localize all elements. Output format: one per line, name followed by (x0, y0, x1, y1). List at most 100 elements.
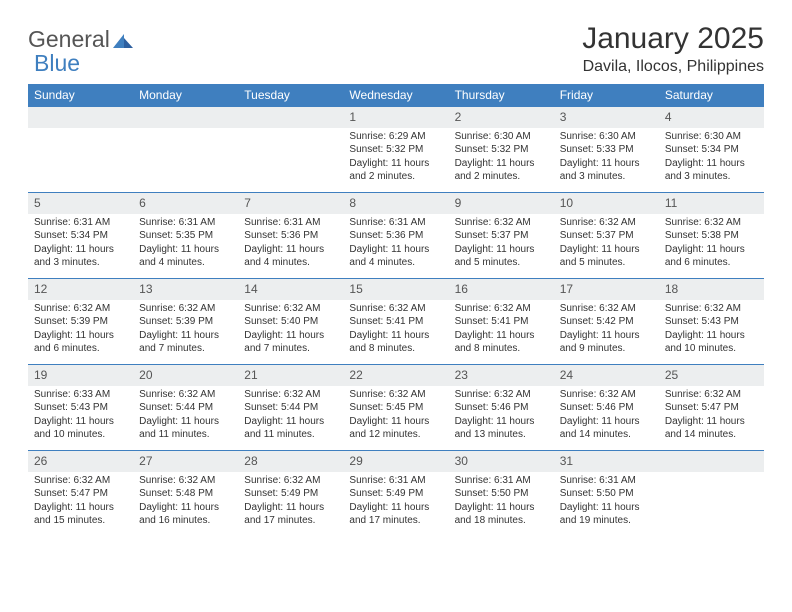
day-info: Sunrise: 6:31 AMSunset: 5:36 PMDaylight:… (238, 214, 343, 274)
sunset-text: Sunset: 5:32 PM (349, 143, 442, 157)
day-info: Sunrise: 6:32 AMSunset: 5:42 PMDaylight:… (554, 300, 659, 360)
sunrise-text: Sunrise: 6:32 AM (349, 302, 442, 316)
sunrise-text: Sunrise: 6:32 AM (455, 216, 548, 230)
logo-word1: General (28, 26, 110, 53)
sunset-text: Sunset: 5:32 PM (455, 143, 548, 157)
day-number: 4 (659, 107, 764, 128)
sunset-text: Sunset: 5:34 PM (34, 229, 127, 243)
sunset-text: Sunset: 5:49 PM (244, 487, 337, 501)
calendar-cell: 17Sunrise: 6:32 AMSunset: 5:42 PMDayligh… (554, 279, 659, 365)
calendar-cell: 22Sunrise: 6:32 AMSunset: 5:45 PMDayligh… (343, 365, 448, 451)
month-title: January 2025 (28, 22, 764, 56)
header: January 2025 Davila, Ilocos, Philippines (28, 22, 764, 76)
day-number: 9 (449, 193, 554, 214)
day-info: Sunrise: 6:32 AMSunset: 5:44 PMDaylight:… (133, 386, 238, 446)
sunset-text: Sunset: 5:49 PM (349, 487, 442, 501)
sunset-text: Sunset: 5:34 PM (665, 143, 758, 157)
day-info: Sunrise: 6:32 AMSunset: 5:46 PMDaylight:… (554, 386, 659, 446)
calendar-cell (238, 107, 343, 193)
day-info: Sunrise: 6:32 AMSunset: 5:37 PMDaylight:… (554, 214, 659, 274)
sunrise-text: Sunrise: 6:30 AM (665, 130, 758, 144)
sunrise-text: Sunrise: 6:30 AM (455, 130, 548, 144)
day-number: 10 (554, 193, 659, 214)
calendar-cell: 1Sunrise: 6:29 AMSunset: 5:32 PMDaylight… (343, 107, 448, 193)
calendar-cell: 29Sunrise: 6:31 AMSunset: 5:49 PMDayligh… (343, 451, 448, 537)
sunrise-text: Sunrise: 6:32 AM (139, 302, 232, 316)
calendar-week: 12Sunrise: 6:32 AMSunset: 5:39 PMDayligh… (28, 279, 764, 365)
day-number: 19 (28, 365, 133, 386)
daylight-text: Daylight: 11 hours and 8 minutes. (455, 329, 548, 356)
calendar-cell: 12Sunrise: 6:32 AMSunset: 5:39 PMDayligh… (28, 279, 133, 365)
daylight-text: Daylight: 11 hours and 14 minutes. (560, 415, 653, 442)
daylight-text: Daylight: 11 hours and 3 minutes. (34, 243, 127, 270)
day-number: 16 (449, 279, 554, 300)
sunrise-text: Sunrise: 6:32 AM (455, 302, 548, 316)
day-info: Sunrise: 6:32 AMSunset: 5:39 PMDaylight:… (133, 300, 238, 360)
logo: General (28, 26, 133, 53)
calendar-cell: 3Sunrise: 6:30 AMSunset: 5:33 PMDaylight… (554, 107, 659, 193)
sunrise-text: Sunrise: 6:31 AM (34, 216, 127, 230)
calendar-table: Sunday Monday Tuesday Wednesday Thursday… (28, 84, 764, 537)
day-number: 28 (238, 451, 343, 472)
day-number (28, 107, 133, 128)
day-number (238, 107, 343, 128)
day-info: Sunrise: 6:31 AMSunset: 5:34 PMDaylight:… (28, 214, 133, 274)
calendar-week: 1Sunrise: 6:29 AMSunset: 5:32 PMDaylight… (28, 107, 764, 193)
sunset-text: Sunset: 5:39 PM (139, 315, 232, 329)
day-info: Sunrise: 6:32 AMSunset: 5:38 PMDaylight:… (659, 214, 764, 274)
day-info: Sunrise: 6:32 AMSunset: 5:37 PMDaylight:… (449, 214, 554, 274)
day-info: Sunrise: 6:32 AMSunset: 5:47 PMDaylight:… (659, 386, 764, 446)
day-number: 29 (343, 451, 448, 472)
daylight-text: Daylight: 11 hours and 11 minutes. (244, 415, 337, 442)
daylight-text: Daylight: 11 hours and 12 minutes. (349, 415, 442, 442)
sunset-text: Sunset: 5:44 PM (244, 401, 337, 415)
daylight-text: Daylight: 11 hours and 9 minutes. (560, 329, 653, 356)
day-info: Sunrise: 6:31 AMSunset: 5:36 PMDaylight:… (343, 214, 448, 274)
calendar-cell: 31Sunrise: 6:31 AMSunset: 5:50 PMDayligh… (554, 451, 659, 537)
day-number: 1 (343, 107, 448, 128)
day-number: 22 (343, 365, 448, 386)
day-number: 23 (449, 365, 554, 386)
sunset-text: Sunset: 5:35 PM (139, 229, 232, 243)
sunset-text: Sunset: 5:45 PM (349, 401, 442, 415)
sunrise-text: Sunrise: 6:32 AM (139, 474, 232, 488)
dayname-mon: Monday (133, 84, 238, 107)
calendar-cell: 20Sunrise: 6:32 AMSunset: 5:44 PMDayligh… (133, 365, 238, 451)
day-number: 25 (659, 365, 764, 386)
calendar-cell: 23Sunrise: 6:32 AMSunset: 5:46 PMDayligh… (449, 365, 554, 451)
day-info: Sunrise: 6:29 AMSunset: 5:32 PMDaylight:… (343, 128, 448, 188)
sunset-text: Sunset: 5:39 PM (34, 315, 127, 329)
day-number (133, 107, 238, 128)
daylight-text: Daylight: 11 hours and 4 minutes. (139, 243, 232, 270)
sunrise-text: Sunrise: 6:32 AM (665, 302, 758, 316)
calendar-cell (133, 107, 238, 193)
calendar-cell: 19Sunrise: 6:33 AMSunset: 5:43 PMDayligh… (28, 365, 133, 451)
daylight-text: Daylight: 11 hours and 4 minutes. (349, 243, 442, 270)
calendar-cell: 8Sunrise: 6:31 AMSunset: 5:36 PMDaylight… (343, 193, 448, 279)
daylight-text: Daylight: 11 hours and 14 minutes. (665, 415, 758, 442)
day-number: 18 (659, 279, 764, 300)
day-info: Sunrise: 6:32 AMSunset: 5:47 PMDaylight:… (28, 472, 133, 532)
dayname-row: Sunday Monday Tuesday Wednesday Thursday… (28, 84, 764, 107)
sunrise-text: Sunrise: 6:31 AM (455, 474, 548, 488)
day-number: 15 (343, 279, 448, 300)
day-number: 13 (133, 279, 238, 300)
calendar-cell: 25Sunrise: 6:32 AMSunset: 5:47 PMDayligh… (659, 365, 764, 451)
daylight-text: Daylight: 11 hours and 8 minutes. (349, 329, 442, 356)
day-number: 8 (343, 193, 448, 214)
day-info: Sunrise: 6:32 AMSunset: 5:41 PMDaylight:… (449, 300, 554, 360)
sunrise-text: Sunrise: 6:32 AM (560, 302, 653, 316)
daylight-text: Daylight: 11 hours and 16 minutes. (139, 501, 232, 528)
day-number: 11 (659, 193, 764, 214)
daylight-text: Daylight: 11 hours and 19 minutes. (560, 501, 653, 528)
day-info: Sunrise: 6:32 AMSunset: 5:45 PMDaylight:… (343, 386, 448, 446)
daylight-text: Daylight: 11 hours and 7 minutes. (139, 329, 232, 356)
day-number (659, 451, 764, 472)
sunset-text: Sunset: 5:46 PM (560, 401, 653, 415)
sunrise-text: Sunrise: 6:32 AM (560, 388, 653, 402)
dayname-wed: Wednesday (343, 84, 448, 107)
day-number: 3 (554, 107, 659, 128)
sunset-text: Sunset: 5:50 PM (560, 487, 653, 501)
calendar-cell: 7Sunrise: 6:31 AMSunset: 5:36 PMDaylight… (238, 193, 343, 279)
day-info: Sunrise: 6:32 AMSunset: 5:39 PMDaylight:… (28, 300, 133, 360)
